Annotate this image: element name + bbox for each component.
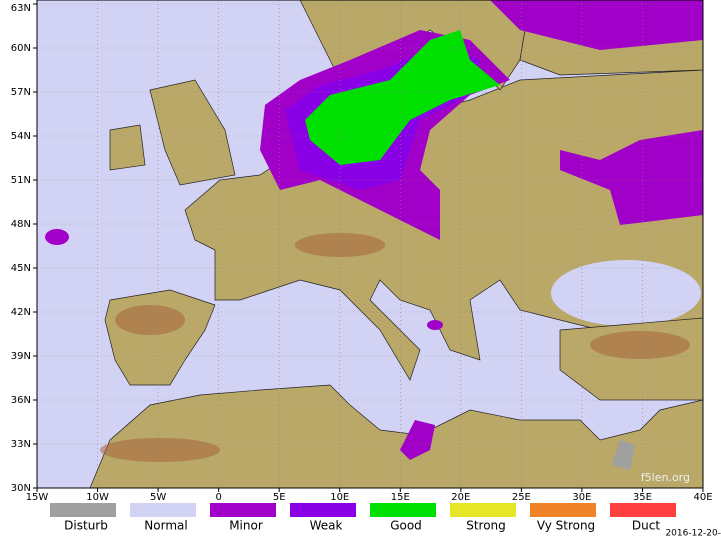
lat-label: 39N [11, 351, 31, 362]
legend-swatch [210, 503, 276, 517]
lat-label: 42N [11, 307, 31, 318]
legend-label: Strong [466, 519, 506, 533]
legend-swatch [530, 503, 596, 517]
black-sea [551, 260, 701, 326]
legend-label: Weak [310, 519, 343, 533]
map-area [37, 0, 704, 489]
legend-label: Duct [632, 519, 660, 533]
lat-label: 36N [11, 395, 31, 406]
lat-label: 63N [11, 3, 31, 14]
lon-label: 35E [633, 492, 652, 503]
minor-area [560, 130, 703, 225]
highland [590, 331, 690, 359]
legend: Disturb Normal Minor Weak Good Strong Vy Stron… [50, 503, 676, 533]
legend-label: Good [390, 519, 422, 533]
lat-label: 48N [11, 219, 31, 230]
legend-label: Vy Strong [537, 519, 595, 533]
lon-label: 20E [451, 492, 470, 503]
legend-swatch [450, 503, 516, 517]
legend-swatch [50, 503, 116, 517]
lon-label: 10E [330, 492, 349, 503]
map-frame [36, 0, 704, 489]
alps [295, 233, 385, 257]
legend-swatch [370, 503, 436, 517]
land [149, 79, 236, 186]
lon-label: 30E [572, 492, 591, 503]
lon-label: 15E [391, 492, 410, 503]
legend-label: Minor [229, 519, 263, 533]
lon-label: 40E [693, 492, 712, 503]
lat-label: 54N [11, 131, 31, 142]
lat-label: 45N [11, 263, 31, 274]
lon-label: 5W [150, 492, 166, 503]
lon-label: 15W [26, 492, 49, 503]
legend-label: Normal [144, 519, 187, 533]
legend-swatch [610, 503, 676, 517]
lon-label: 10W [86, 492, 109, 503]
disturb-area [612, 440, 635, 470]
lat-label: 57N [11, 87, 31, 98]
land [109, 124, 146, 171]
good-area [305, 30, 500, 165]
highland [100, 438, 220, 462]
watermark: f5len.org [641, 471, 690, 484]
lat-label: 60N [11, 43, 31, 54]
legend-label: Disturb [64, 519, 108, 533]
legend-swatch [130, 503, 196, 517]
minor-area [490, 0, 703, 50]
lat-label: 30N [11, 483, 31, 494]
timestamp: 2016-12-20- [665, 529, 721, 538]
minor-area [45, 229, 69, 245]
land [89, 384, 704, 489]
minor-area [427, 320, 443, 330]
lon-label: 25E [512, 492, 531, 503]
highland [115, 305, 185, 335]
lon-label: 0 [215, 492, 221, 503]
lat-label: 33N [11, 439, 31, 450]
lat-label: 51N [11, 175, 31, 186]
lon-label: 5E [273, 492, 286, 503]
minor-area [400, 420, 435, 460]
legend-swatch [290, 503, 356, 517]
